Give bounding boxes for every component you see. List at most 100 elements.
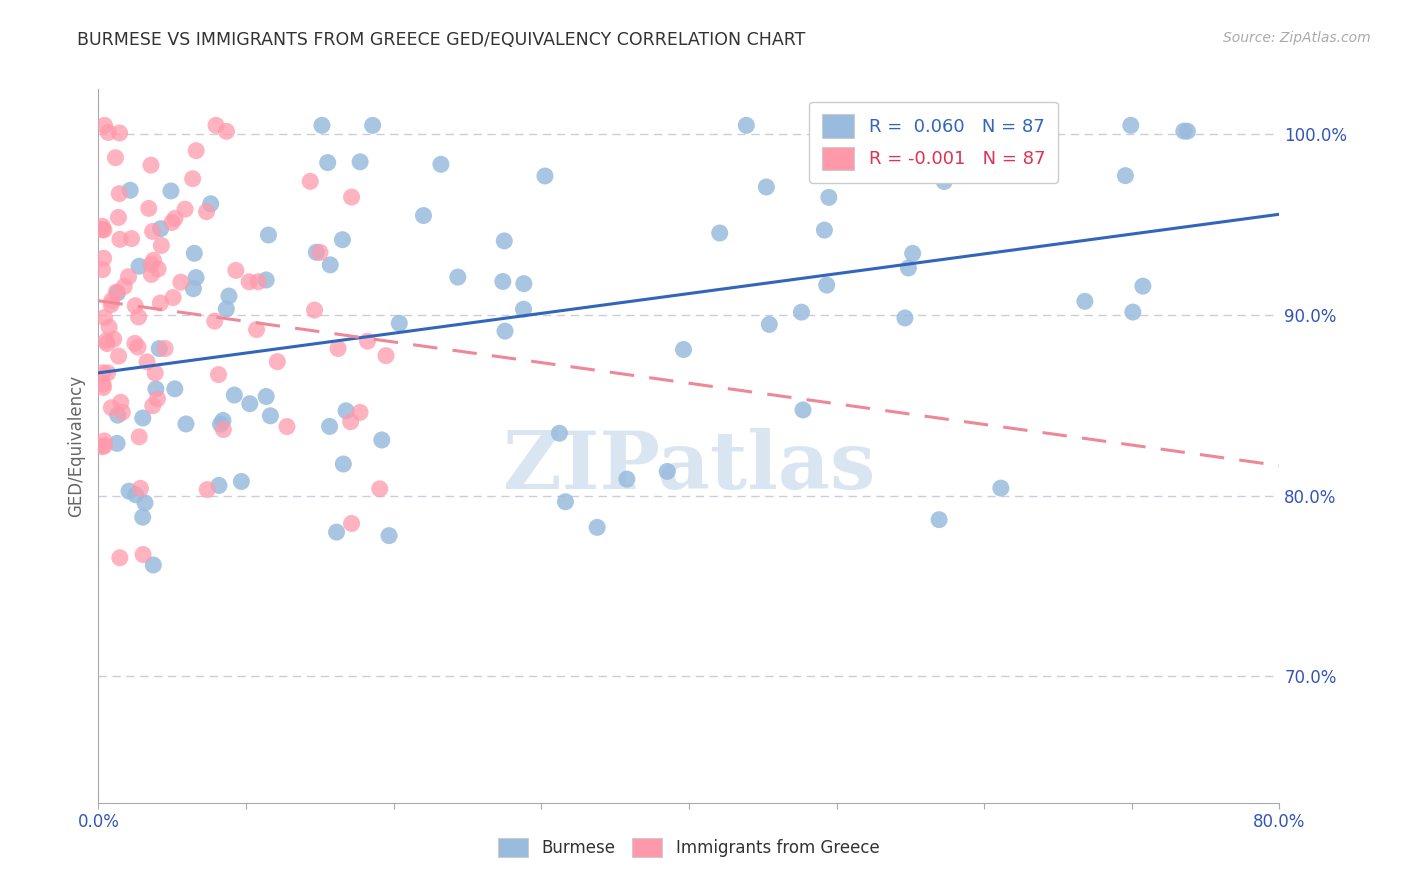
Point bbox=[118, 484, 141, 499]
Point bbox=[817, 190, 839, 204]
Point bbox=[790, 305, 813, 319]
Point bbox=[326, 342, 349, 356]
Point bbox=[1175, 124, 1198, 138]
Point bbox=[430, 157, 453, 171]
Point bbox=[124, 336, 146, 351]
Point bbox=[124, 488, 146, 502]
Point bbox=[755, 180, 778, 194]
Point bbox=[891, 138, 914, 153]
Point bbox=[815, 278, 838, 293]
Point bbox=[96, 336, 118, 351]
Point bbox=[494, 324, 516, 338]
Point bbox=[356, 334, 378, 348]
Point bbox=[361, 119, 384, 133]
Point bbox=[91, 262, 114, 277]
Point bbox=[375, 349, 398, 363]
Point bbox=[513, 277, 536, 291]
Point bbox=[245, 322, 267, 336]
Point bbox=[534, 169, 557, 183]
Point bbox=[494, 234, 516, 248]
Point bbox=[934, 174, 956, 188]
Point bbox=[447, 270, 470, 285]
Point bbox=[93, 310, 115, 325]
Point bbox=[93, 119, 115, 133]
Point bbox=[1114, 169, 1136, 183]
Point bbox=[340, 516, 363, 531]
Point bbox=[111, 405, 134, 419]
Point bbox=[107, 211, 129, 225]
Point bbox=[332, 457, 354, 471]
Point bbox=[91, 222, 114, 236]
Point bbox=[305, 245, 328, 260]
Point bbox=[231, 475, 253, 489]
Point bbox=[139, 158, 162, 172]
Point bbox=[209, 417, 232, 432]
Point bbox=[163, 382, 186, 396]
Point bbox=[709, 226, 731, 240]
Point bbox=[105, 285, 128, 299]
Point bbox=[103, 332, 125, 346]
Point bbox=[554, 494, 576, 508]
Point bbox=[134, 496, 156, 510]
Point bbox=[141, 257, 163, 271]
Point bbox=[990, 481, 1012, 495]
Point bbox=[174, 202, 197, 216]
Point bbox=[856, 151, 879, 165]
Point bbox=[299, 174, 322, 188]
Point bbox=[512, 302, 534, 317]
Point bbox=[100, 297, 122, 311]
Point bbox=[94, 334, 117, 348]
Point bbox=[153, 342, 176, 356]
Point bbox=[160, 184, 183, 198]
Point bbox=[142, 224, 165, 238]
Point bbox=[142, 399, 165, 413]
Point bbox=[127, 340, 149, 354]
Point bbox=[110, 395, 132, 409]
Point bbox=[100, 293, 122, 308]
Point bbox=[332, 233, 354, 247]
Point bbox=[91, 377, 114, 392]
Point bbox=[93, 434, 115, 448]
Point bbox=[93, 439, 115, 453]
Point bbox=[107, 349, 129, 363]
Point bbox=[215, 301, 238, 316]
Point bbox=[121, 231, 143, 245]
Point bbox=[107, 285, 129, 300]
Point bbox=[388, 316, 411, 330]
Point bbox=[146, 392, 169, 406]
Point bbox=[128, 310, 150, 324]
Point bbox=[150, 238, 173, 252]
Point bbox=[100, 401, 122, 415]
Point bbox=[548, 426, 571, 441]
Point bbox=[128, 259, 150, 273]
Point bbox=[319, 258, 342, 272]
Point bbox=[181, 171, 204, 186]
Point bbox=[148, 342, 170, 356]
Point bbox=[141, 268, 163, 282]
Point bbox=[138, 202, 160, 216]
Point bbox=[792, 403, 814, 417]
Point bbox=[316, 155, 339, 169]
Point bbox=[378, 528, 401, 542]
Point bbox=[132, 548, 155, 562]
Point bbox=[339, 415, 361, 429]
Point bbox=[224, 388, 246, 402]
Point bbox=[143, 366, 166, 380]
Point bbox=[325, 525, 347, 540]
Point bbox=[254, 390, 277, 404]
Point bbox=[928, 513, 950, 527]
Point bbox=[98, 320, 121, 334]
Point bbox=[368, 482, 391, 496]
Point bbox=[276, 419, 298, 434]
Point bbox=[218, 289, 240, 303]
Point bbox=[132, 411, 155, 425]
Point bbox=[672, 343, 695, 357]
Point bbox=[901, 246, 924, 260]
Point bbox=[225, 263, 247, 277]
Point bbox=[349, 405, 371, 419]
Point bbox=[200, 196, 222, 211]
Point bbox=[207, 368, 229, 382]
Point bbox=[657, 464, 679, 478]
Point bbox=[215, 124, 238, 138]
Point bbox=[204, 314, 226, 328]
